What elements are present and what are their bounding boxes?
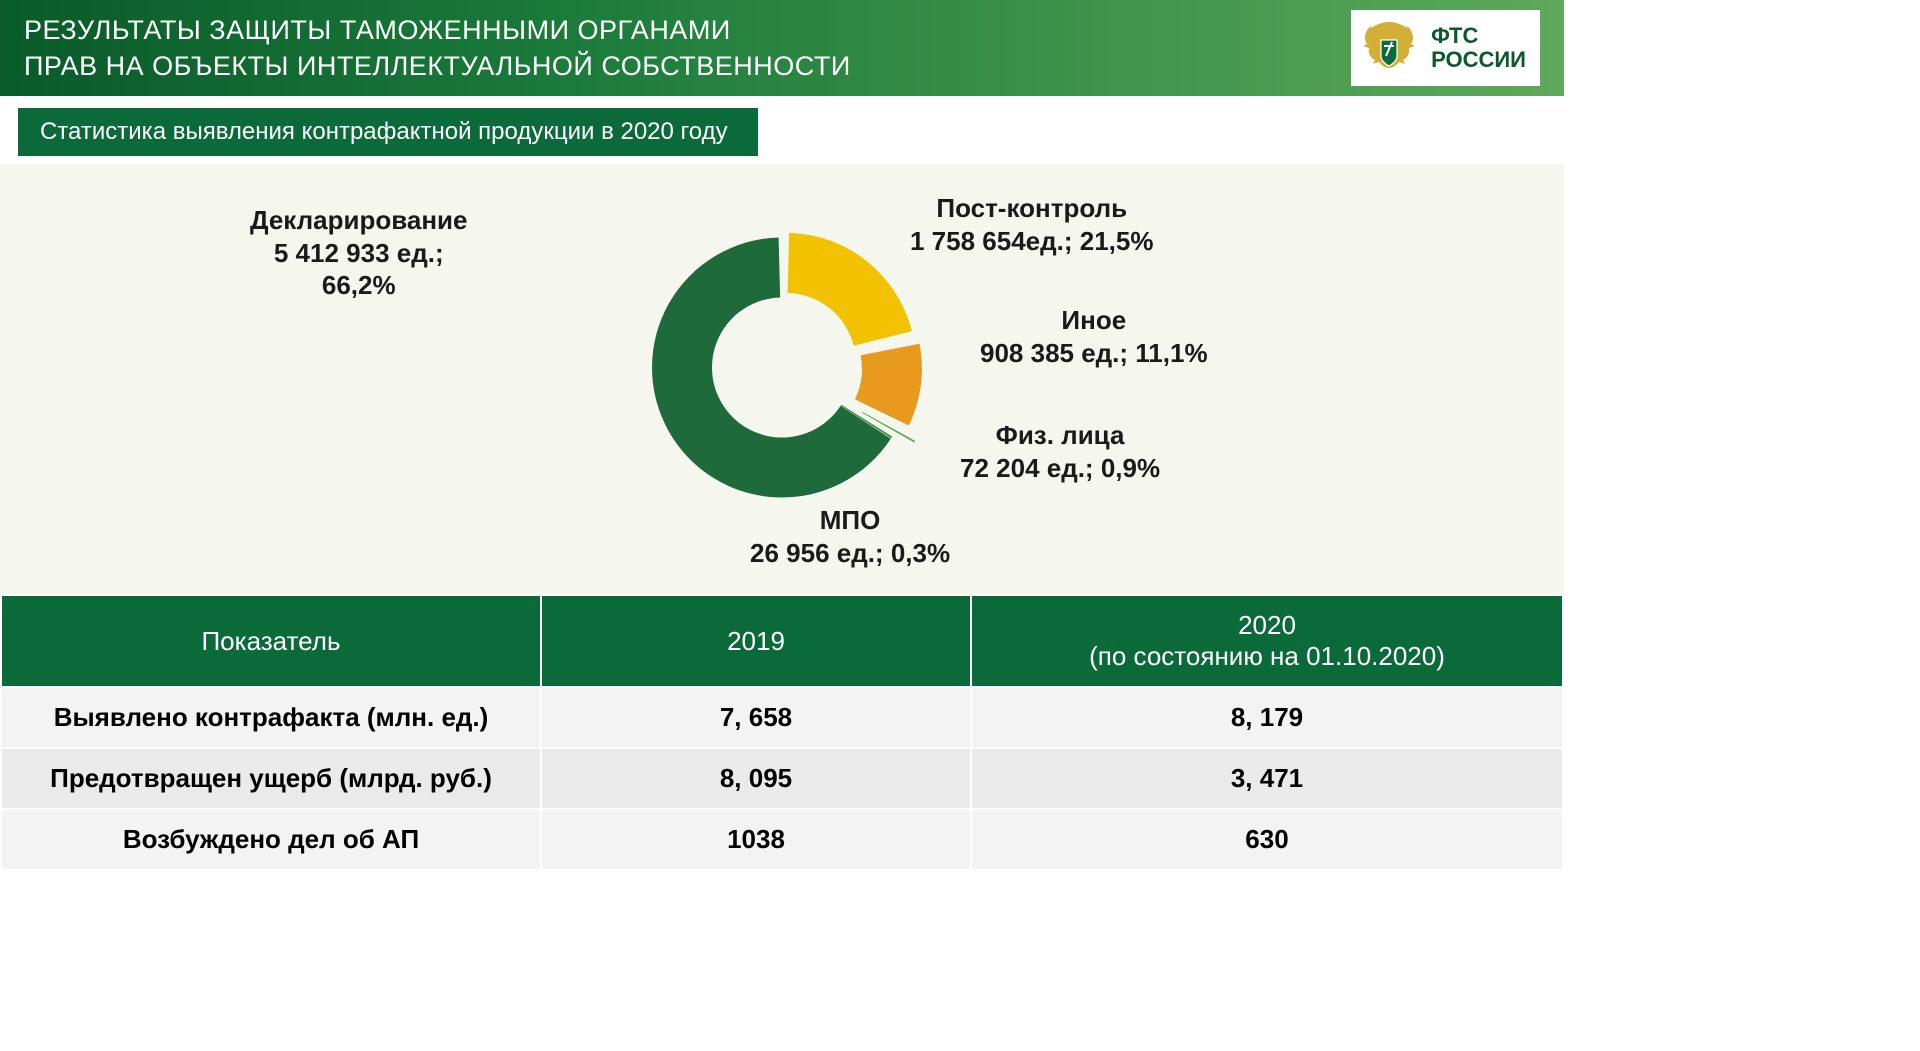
label-other: Иное 908 385 ед.; 11,1% — [980, 304, 1208, 369]
logo-line-1: ФТС — [1431, 23, 1478, 48]
table-row: Выявлено контрафакта (млн. ед.)7, 6588, … — [1, 687, 1563, 748]
label-declaration-value-2: 66,2% — [250, 269, 467, 302]
subheader: Статистика выявления контрафактной проду… — [18, 108, 758, 156]
value-cell: 1038 — [541, 809, 971, 870]
title-line-2: ПРАВ НА ОБЪЕКТЫ ИНТЕЛЛЕКТУАЛЬНОЙ СОБСТВЕ… — [24, 51, 851, 81]
value-cell: 8, 095 — [541, 748, 971, 809]
label-post-control: Пост-контроль 1 758 654ед.; 21,5% — [910, 192, 1153, 257]
row-label-cell: Предотвращен ущерб (млрд. руб.) — [1, 748, 541, 809]
col-header-2020-text: 2020(по состоянию на 01.10.2020) — [1089, 610, 1445, 671]
label-individuals-title: Физ. лица — [960, 419, 1160, 452]
label-declaration-title: Декларирование — [250, 204, 467, 237]
row-label-cell: Выявлено контрафакта (млн. ед.) — [1, 687, 541, 748]
table-header-row: Показатель 2019 2020(по состоянию на 01.… — [1, 595, 1563, 687]
logo-block: ФТС РОССИИ — [1351, 10, 1540, 86]
label-individuals: Физ. лица 72 204 ед.; 0,9% — [960, 419, 1160, 484]
col-header-indicator: Показатель — [1, 595, 541, 687]
donut-chart — [622, 208, 942, 533]
donut-slice-other — [855, 344, 922, 426]
chart-area: Декларирование 5 412 933 ед.; 66,2% Пост… — [0, 164, 1564, 594]
value-cell: 630 — [971, 809, 1563, 870]
label-declaration-value-1: 5 412 933 ед.; — [250, 237, 467, 270]
row-label-cell: Возбуждено дел об АП — [1, 809, 541, 870]
label-mpo: МПО 26 956 ед.; 0,3% — [750, 504, 950, 569]
label-mpo-value: 26 956 ед.; 0,3% — [750, 537, 950, 570]
col-header-2020: 2020(по состоянию на 01.10.2020) — [971, 595, 1563, 687]
stats-table: Показатель 2019 2020(по состоянию на 01.… — [0, 594, 1564, 871]
value-cell: 7, 658 — [541, 687, 971, 748]
table-row: Предотвращен ущерб (млрд. руб.)8, 0953, … — [1, 748, 1563, 809]
col-header-2019: 2019 — [541, 595, 971, 687]
label-declaration: Декларирование 5 412 933 ед.; 66,2% — [250, 204, 467, 302]
table-row: Возбуждено дел об АП1038630 — [1, 809, 1563, 870]
page-header: РЕЗУЛЬТАТЫ ЗАЩИТЫ ТАМОЖЕННЫМИ ОРГАНАМИ П… — [0, 0, 1564, 96]
value-cell: 8, 179 — [971, 687, 1563, 748]
value-cell: 3, 471 — [971, 748, 1563, 809]
label-other-value: 908 385 ед.; 11,1% — [980, 337, 1208, 370]
logo-text: ФТС РОССИИ — [1431, 24, 1526, 72]
page-title: РЕЗУЛЬТАТЫ ЗАЩИТЫ ТАМОЖЕННЫМИ ОРГАНАМИ П… — [24, 12, 851, 85]
donut-slice-post_control — [788, 233, 912, 346]
label-individuals-value: 72 204 ед.; 0,9% — [960, 452, 1160, 485]
label-post-control-value: 1 758 654ед.; 21,5% — [910, 225, 1153, 258]
fts-emblem-icon — [1357, 16, 1421, 80]
label-other-title: Иное — [980, 304, 1208, 337]
label-mpo-title: МПО — [750, 504, 950, 537]
subheader-row: Статистика выявления контрафактной проду… — [0, 108, 1564, 156]
label-post-control-title: Пост-контроль — [910, 192, 1153, 225]
logo-line-2: РОССИИ — [1431, 47, 1526, 72]
title-line-1: РЕЗУЛЬТАТЫ ЗАЩИТЫ ТАМОЖЕННЫМИ ОРГАНАМИ — [24, 15, 731, 45]
